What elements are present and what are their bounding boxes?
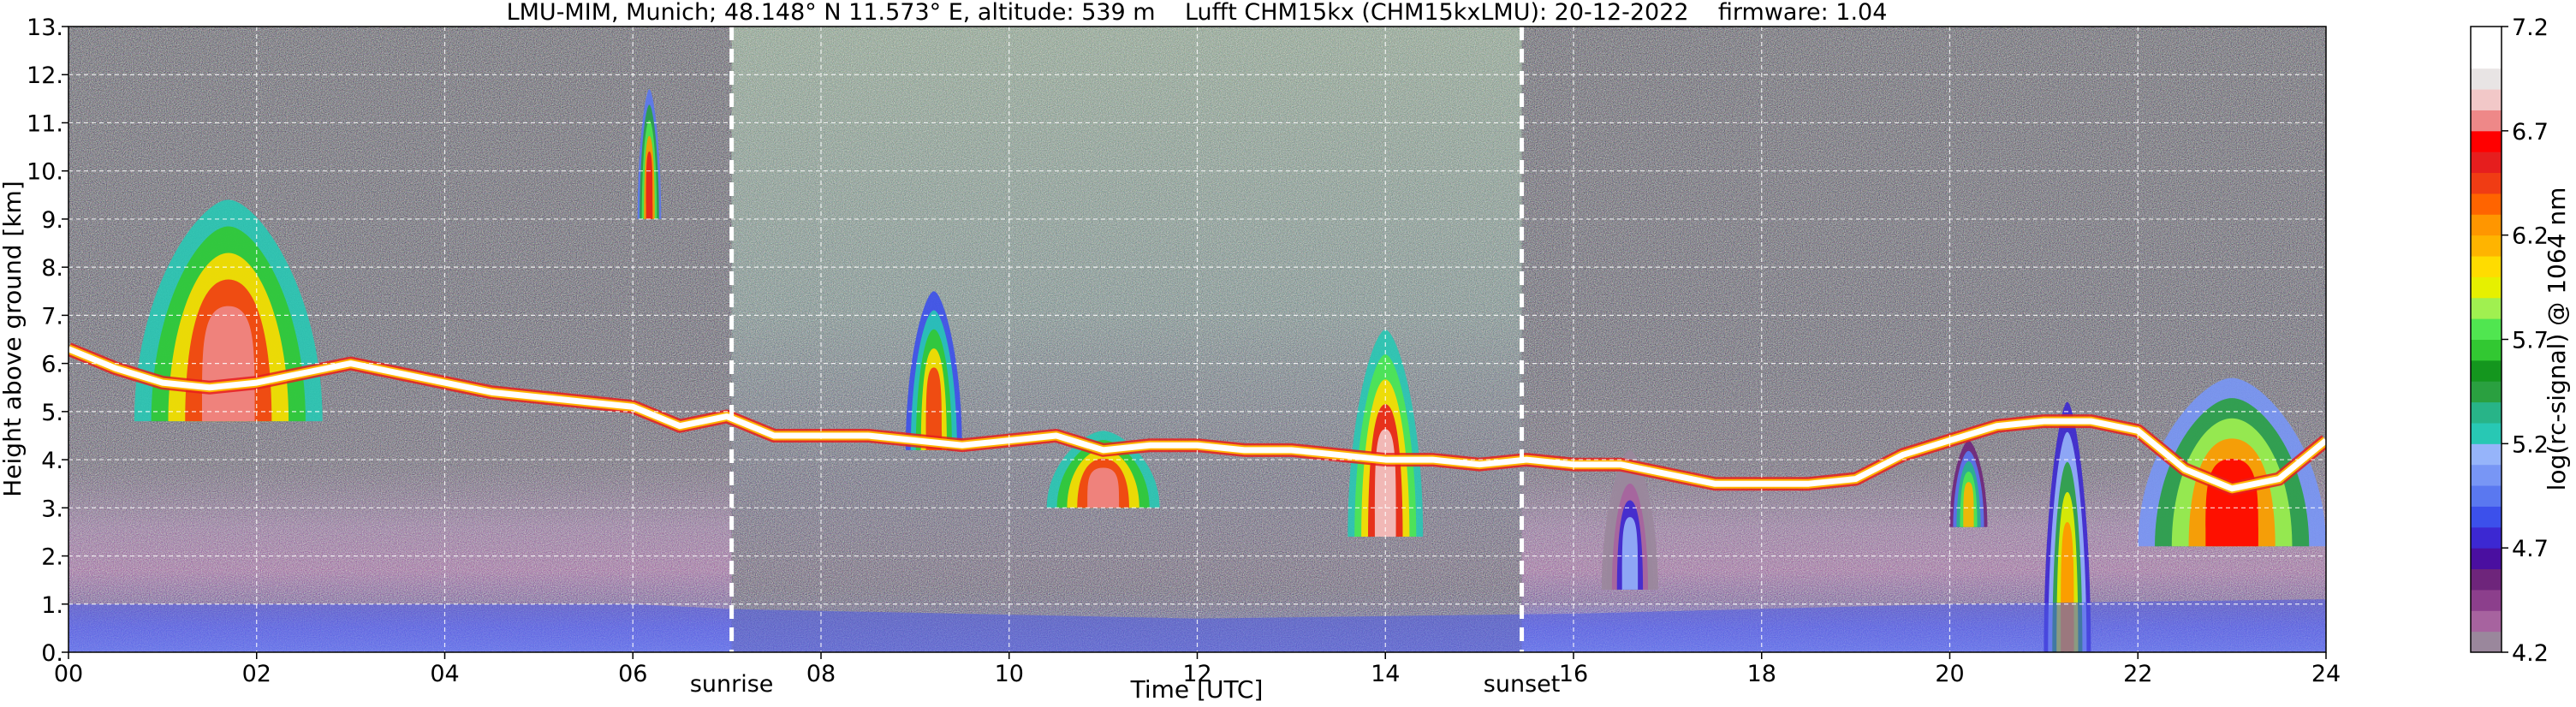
y-tick-label: 7. — [41, 303, 63, 330]
colorbar-segment — [2471, 339, 2502, 361]
colorbar-tick-label: 4.2 — [2512, 640, 2549, 667]
colorbar-segment — [2471, 381, 2502, 403]
colorbar-segment — [2471, 485, 2502, 507]
colorbar-segment — [2471, 110, 2502, 132]
colorbar-segment — [2471, 68, 2502, 90]
x-axis: 00 02 04 06 08 10 12 14 16 18 20 22 24 — [54, 652, 2341, 687]
colorbar-segment — [2471, 548, 2502, 570]
fall-streak — [637, 89, 662, 219]
x-tick-label: 04 — [430, 661, 459, 687]
fall-streak-band — [1087, 467, 1120, 508]
y-tick-label: 0. — [41, 640, 63, 667]
grid-lines — [68, 27, 2326, 652]
colorbar-segment — [2471, 130, 2502, 152]
colorbar-segment — [2471, 610, 2502, 633]
x-tick-label: 24 — [2311, 661, 2341, 687]
sunset-label: sunset — [1484, 671, 1561, 698]
colorbar-tick-label: 4.7 — [2512, 536, 2549, 562]
daylight-noise-region — [731, 27, 1522, 652]
x-tick-label: 06 — [618, 661, 647, 687]
fall-streak-band — [1621, 517, 1639, 590]
x-tick-label: 16 — [1559, 661, 1588, 687]
y-tick-label: 10. — [27, 159, 63, 186]
colorbar-tick-label: 7.2 — [2512, 15, 2549, 41]
x-tick-label: 10 — [995, 661, 1024, 687]
y-axis: 0. 1. 2. 3. 4. 5. 6. 7. 8. 9. 10. 11. 12. 13. — [27, 15, 68, 667]
fall-streak-band — [2205, 458, 2258, 547]
colorbar-tick-label: 6.7 — [2512, 119, 2549, 146]
fall-streak — [134, 199, 323, 422]
sun-markers — [729, 27, 1525, 652]
colorbar-segment — [2471, 422, 2502, 444]
x-tick-label: 00 — [54, 661, 83, 687]
y-tick-label: 2. — [41, 544, 63, 571]
colorbar-segment — [2471, 152, 2502, 174]
colorbar — [2471, 27, 2502, 653]
colorbar-ticks: 4.2 4.7 5.2 5.7 6.2 6.7 7.2 — [2502, 15, 2549, 667]
y-tick-label: 3. — [41, 496, 63, 522]
fall-streak — [1949, 440, 1988, 527]
y-tick-label: 5. — [41, 400, 63, 426]
colorbar-segment — [2471, 193, 2502, 215]
x-tick-label: 18 — [1747, 661, 1776, 687]
colorbar-segment — [2471, 318, 2502, 340]
x-tick-label: 02 — [242, 661, 271, 687]
y-tick-label: 4. — [41, 448, 63, 474]
colorbar-segment — [2471, 47, 2502, 69]
x-tick-label: 22 — [2123, 661, 2152, 687]
colorbar-segment — [2471, 568, 2502, 591]
colorbar-segment — [2471, 297, 2502, 319]
sun-marker-labels: sunrise sunset — [690, 671, 1561, 698]
x-tick-label: 12 — [1182, 661, 1211, 687]
x-tick-label: 14 — [1371, 661, 1400, 687]
fall-streak-band — [645, 151, 653, 219]
fall-streak — [905, 291, 962, 450]
colorbar-segment — [2471, 256, 2502, 277]
y-tick-label: 1. — [41, 592, 63, 619]
colorbar-segment — [2471, 526, 2502, 549]
colorbar-segment — [2471, 589, 2502, 611]
colorbar-segment — [2471, 464, 2502, 486]
colorbar-segment — [2471, 27, 2502, 48]
chart-title: LMU-MIM, Munich; 48.148° N 11.573° E, al… — [507, 0, 1888, 26]
plot-area — [68, 27, 2326, 652]
y-tick-label: 11. — [27, 110, 63, 137]
fall-streak-band — [1963, 482, 1974, 527]
colorbar-segment — [2471, 443, 2502, 466]
colorbar-segment — [2471, 172, 2502, 194]
x-tick-label: 20 — [1935, 661, 1964, 687]
colorbar-label: log(rc-signal) @ 1064 nm — [2543, 187, 2571, 491]
fall-streak-band — [925, 367, 943, 450]
colorbar-segment — [2471, 276, 2502, 299]
y-tick-label: 8. — [41, 255, 63, 282]
colorbar-segment — [2471, 214, 2502, 236]
fall-streak — [1601, 449, 1658, 590]
colorbar-tick-label: 5.7 — [2512, 328, 2549, 354]
y-tick-label: 12. — [27, 62, 63, 89]
colorbar-segment — [2471, 235, 2502, 257]
colorbar-segment — [2471, 359, 2502, 382]
y-tick-label: 9. — [41, 207, 63, 234]
x-tick-label: 08 — [806, 661, 836, 687]
colorbar-tick-label: 6.2 — [2512, 223, 2549, 250]
y-tick-label: 6. — [41, 352, 63, 378]
colorbar-tick-label: 5.2 — [2512, 431, 2549, 458]
colorbar-segment — [2471, 401, 2502, 424]
sunrise-label: sunrise — [690, 671, 774, 698]
colorbar-segment — [2471, 89, 2502, 110]
y-tick-label: 13. — [27, 15, 63, 41]
colorbar-segment — [2471, 506, 2502, 528]
colorbar-segment — [2471, 631, 2502, 653]
x-axis-label: Time [UTC] — [1130, 675, 1264, 704]
fall-streak — [1347, 330, 1424, 538]
precipitation-streaks — [134, 89, 2326, 652]
y-axis-label: Height above ground [km] — [0, 181, 27, 497]
